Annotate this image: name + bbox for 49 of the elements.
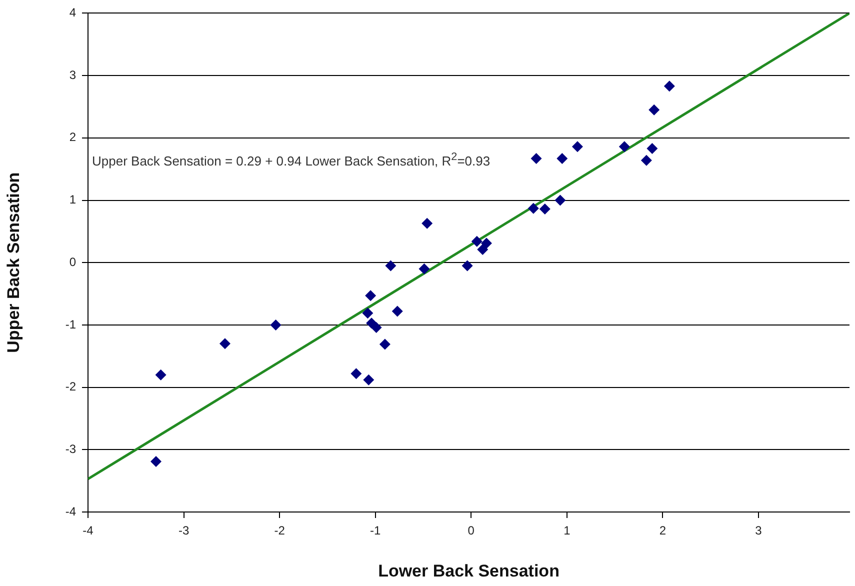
point xyxy=(556,152,568,164)
point xyxy=(462,260,473,272)
point xyxy=(150,456,162,467)
point xyxy=(270,319,282,330)
point xyxy=(370,322,382,333)
point xyxy=(554,194,566,206)
point xyxy=(379,338,390,350)
x-tick-label: -3 xyxy=(178,524,190,538)
x-axis-title: Lower Back Sensation xyxy=(378,561,560,580)
point xyxy=(362,308,374,319)
point xyxy=(618,141,630,152)
y-tick-label: 4 xyxy=(69,6,76,20)
y-tick-label: -1 xyxy=(65,317,76,332)
y-axis-title: Upper Back Sensation xyxy=(4,172,23,353)
point xyxy=(471,236,482,247)
point xyxy=(530,152,542,164)
x-tick-label: 0 xyxy=(468,524,475,538)
point xyxy=(664,80,675,92)
y-tick-label: -4 xyxy=(65,504,76,518)
y-tick-label: 2 xyxy=(69,130,76,144)
x-tick-label: 1 xyxy=(564,524,571,538)
point xyxy=(646,143,658,154)
x-tick-label: -2 xyxy=(274,524,286,538)
x-tick-label: -4 xyxy=(82,524,94,538)
point xyxy=(392,306,403,317)
point xyxy=(528,202,539,214)
point xyxy=(572,141,583,152)
x-tick-label: 3 xyxy=(755,524,762,538)
annotation: Upper Back Sensation = 0.29 + 0.94 Lower Back Sensation, R$^{2}$=0.93 xyxy=(92,150,492,170)
x-tick-label: 2 xyxy=(659,524,666,538)
point xyxy=(363,374,374,386)
point xyxy=(155,369,166,380)
point xyxy=(422,218,433,229)
y-tick-label: -2 xyxy=(65,380,76,394)
point xyxy=(539,203,550,214)
x-tick-label: -1 xyxy=(370,524,382,538)
point xyxy=(648,104,660,116)
y-tick-label: 1 xyxy=(69,192,76,207)
y-tick-label: 3 xyxy=(69,68,76,82)
y-tick-label: -3 xyxy=(65,442,76,456)
y-tick-label: 0 xyxy=(69,254,76,269)
point xyxy=(365,290,376,302)
point xyxy=(350,368,362,380)
point xyxy=(477,244,488,256)
point xyxy=(480,238,492,249)
point xyxy=(640,154,652,166)
point xyxy=(219,338,230,350)
point xyxy=(418,263,430,274)
point xyxy=(385,260,396,272)
